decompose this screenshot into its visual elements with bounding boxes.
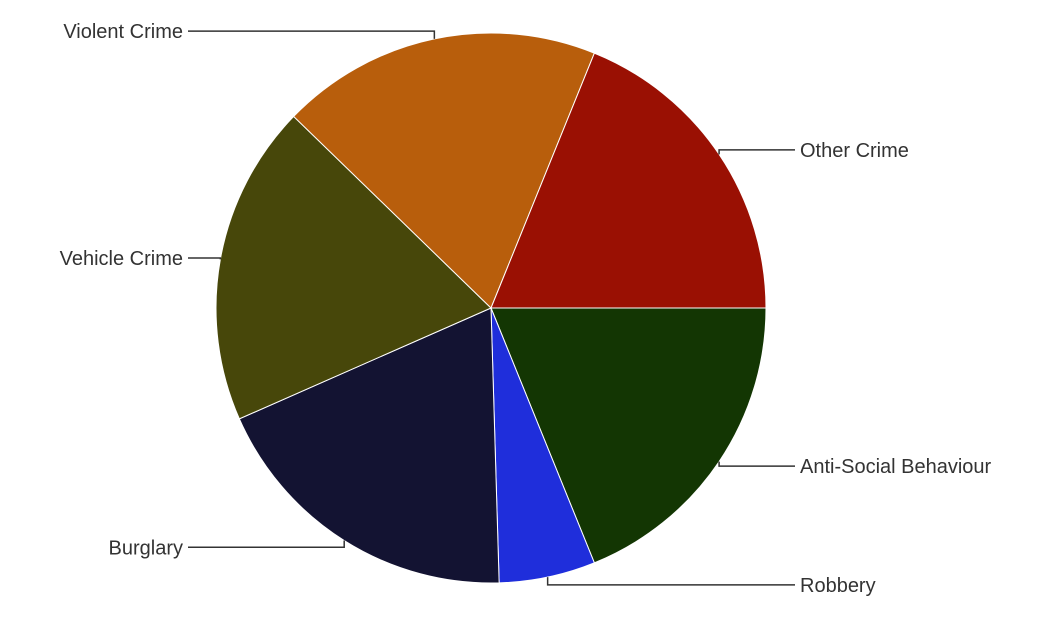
leader-line: [718, 149, 795, 155]
pie-slice-burglary: [238, 307, 500, 584]
leader-line: [188, 30, 436, 39]
slice-label: Other Crime: [800, 140, 909, 162]
slice-label: Violent Crime: [63, 21, 183, 43]
slice-label: Anti-Social Behaviour: [800, 456, 992, 478]
leader-line: [188, 540, 345, 549]
slice-label: Vehicle Crime: [60, 248, 183, 270]
slice-label: Burglary: [109, 537, 183, 559]
leader-line: [718, 461, 795, 467]
leader-line: [546, 577, 795, 586]
slices: [215, 32, 767, 584]
leader-line: [188, 257, 222, 260]
slice-labels: Anti-Social Behaviour Robbery Burglary Vehi…: [60, 21, 992, 597]
leader-lines: [188, 30, 795, 586]
pie-slice-other-crime: [490, 52, 767, 309]
slice-label: Robbery: [800, 575, 876, 597]
